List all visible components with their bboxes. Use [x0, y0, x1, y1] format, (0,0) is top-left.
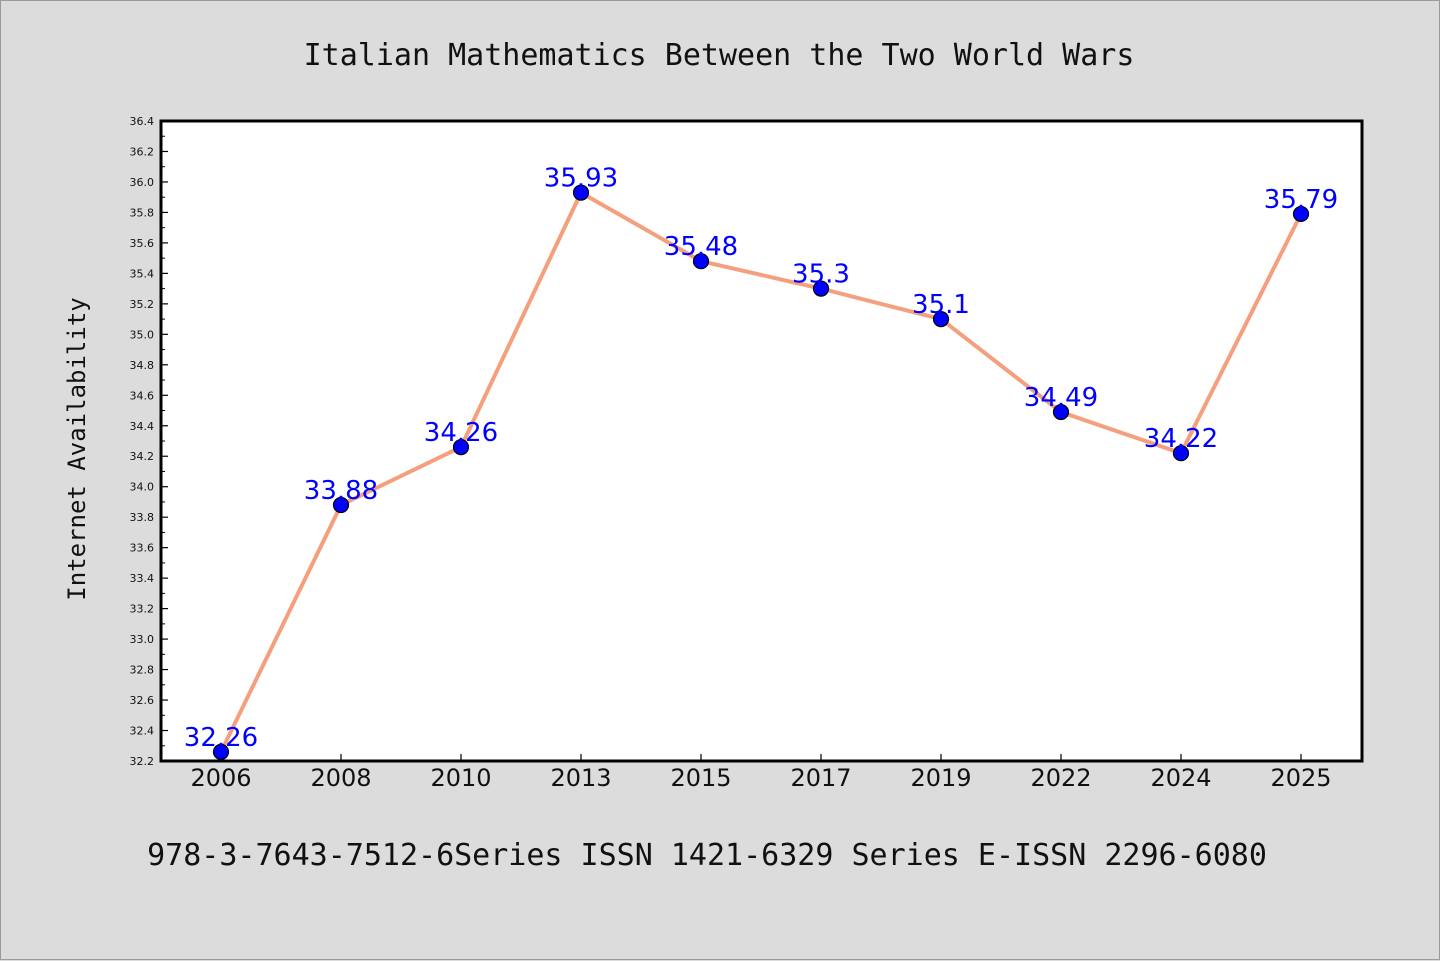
data-label: 33.88: [304, 476, 378, 506]
x-tick-label: 2024: [1150, 764, 1211, 792]
data-label: 32.26: [184, 723, 258, 753]
y-tick-label: 36.2: [130, 145, 155, 158]
y-tick-label: 34.0: [130, 481, 155, 494]
y-tick-label: 32.6: [130, 694, 155, 707]
y-tick-label: 33.8: [130, 511, 155, 524]
y-tick-label: 34.6: [130, 389, 155, 402]
y-tick-label: 35.8: [130, 206, 155, 219]
data-label: 34.49: [1024, 383, 1098, 413]
y-tick-label: 33.4: [130, 572, 155, 585]
y-tick-label: 35.2: [130, 298, 155, 311]
data-point: [572, 184, 590, 201]
data-point: [812, 280, 830, 297]
plot-area: [159, 119, 1364, 763]
y-tick-label: 36.0: [130, 176, 155, 189]
series-markers: [212, 184, 1310, 760]
series-line: [219, 190, 1303, 754]
y-tick-label: 33.0: [130, 633, 155, 646]
data-label: 35.3: [792, 260, 850, 290]
y-tick-label: 32.4: [130, 725, 155, 738]
y-tick-label: 34.4: [130, 420, 155, 433]
data-point: [1172, 445, 1190, 462]
footer-isbn-text: 978-3-7643-7512-6Series ISSN 1421-6329 S…: [147, 838, 1267, 873]
y-tick-label: 34.2: [130, 450, 155, 463]
chart-title: Italian Mathematics Between the Two Worl…: [304, 38, 1135, 73]
data-point: [932, 310, 950, 328]
data-point: [1052, 403, 1070, 421]
y-tick-label: 35.0: [130, 328, 155, 341]
x-tick-label: 2006: [190, 764, 251, 792]
x-tick-label: 2017: [790, 764, 851, 792]
y-tick-label: 32.2: [130, 755, 155, 768]
data-label: 35.93: [544, 164, 618, 194]
y-tick-label: 35.4: [130, 267, 155, 280]
data-point: [212, 743, 230, 760]
x-tick-label: 2015: [670, 764, 731, 792]
data-label: 34.22: [1144, 424, 1218, 454]
x-tick-label: 2019: [910, 764, 971, 792]
y-axis-label: Internet Availability: [63, 297, 91, 600]
x-tick-label: 2010: [430, 764, 491, 792]
data-point: [452, 438, 470, 456]
data-point: [692, 253, 710, 270]
y-tick-label: 32.8: [130, 664, 155, 677]
data-label: 35.79: [1264, 185, 1338, 215]
data-label: 35.48: [664, 232, 738, 262]
y-tick-label: 34.8: [130, 359, 155, 372]
data-labels: 32.26 33.88 34.26 35.93 35.48 35.3 35.1 34.49 34…: [184, 164, 1338, 753]
y-axis: 32.2 32.4 32.6 32.8 33.0 33.2 33.4 33.6 33.8 34.0…: [130, 115, 168, 768]
data-point: [332, 496, 350, 514]
y-tick-label: 33.2: [130, 603, 155, 616]
y-tick-label: 35.6: [130, 237, 155, 250]
y-tick-label: 33.6: [130, 542, 155, 555]
x-tick-label: 2022: [1030, 764, 1091, 792]
data-label: 34.26: [424, 418, 498, 448]
x-tick-label: 2008: [310, 764, 371, 792]
y-tick-label: 36.4: [130, 115, 155, 128]
x-tick-label: 2025: [1270, 764, 1331, 792]
data-point: [1292, 205, 1310, 223]
data-label: 35.1: [912, 290, 970, 320]
x-tick-label: 2013: [550, 764, 611, 792]
x-axis: 2006 2008 2010 2013 2015 2017 2019 2022 2024 2025: [190, 754, 1332, 792]
